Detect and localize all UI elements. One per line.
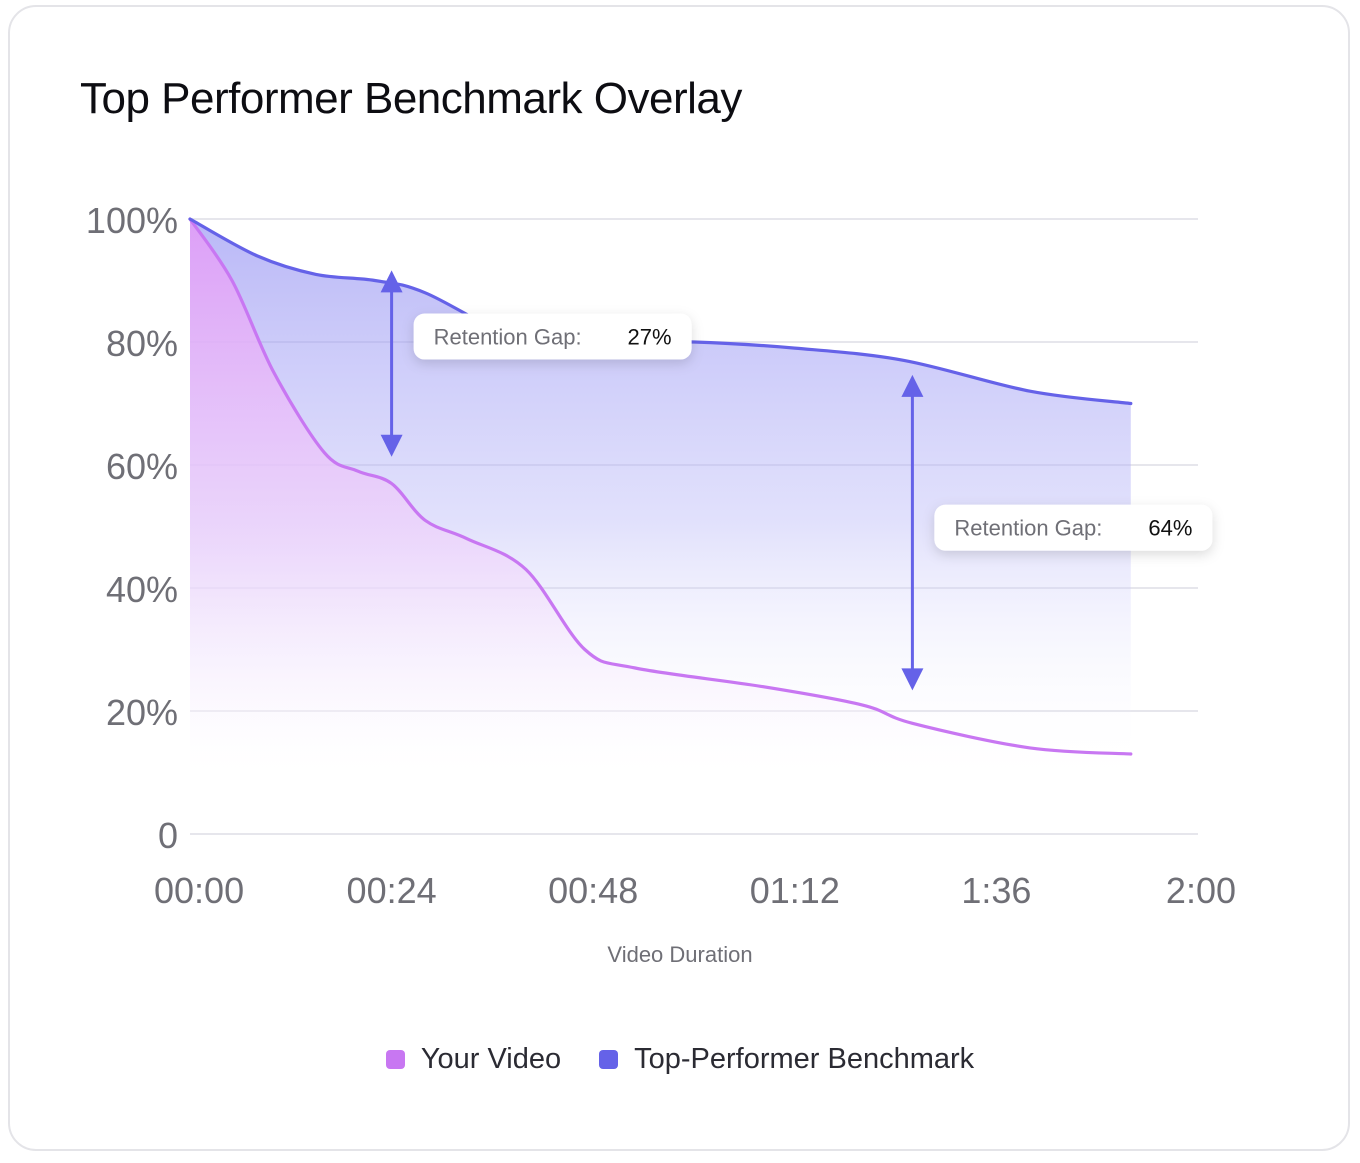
callout-box [934, 504, 1213, 551]
callout-label: Retention Gap: [434, 325, 582, 350]
callout-value: 27% [628, 325, 672, 350]
chart-title: Top Performer Benchmark Overlay [80, 74, 742, 123]
arrow-down-icon [380, 434, 403, 457]
arrow-down-icon [901, 668, 924, 691]
y-tick-label: 0 [158, 815, 178, 856]
callout-value: 64% [1148, 516, 1192, 541]
retention-gap-callout: Retention Gap: 64% [934, 504, 1213, 551]
y-tick-label: 40% [106, 569, 178, 610]
x-tick-label: 2:00 [1166, 870, 1236, 911]
legend: Your Video Top-Performer Benchmark [0, 1043, 1360, 1076]
x-tick-label: 00:48 [548, 870, 638, 911]
x-tick-label: 01:12 [750, 870, 840, 911]
x-tick-label: 00:00 [154, 870, 244, 911]
y-tick-label: 80% [106, 323, 178, 364]
y-tick-label: 100% [86, 200, 178, 241]
x-axis-label: Video Duration [607, 942, 752, 967]
legend-swatch-icon [599, 1050, 619, 1069]
area-your-video [190, 219, 1131, 773]
legend-swatch-icon [385, 1050, 405, 1069]
callout-box [413, 313, 692, 360]
legend-item-your-video[interactable]: Your Video [385, 1043, 562, 1076]
legend-item-benchmark[interactable]: Top-Performer Benchmark [599, 1043, 974, 1076]
y-tick-label: 20% [106, 692, 178, 733]
legend-label: Your Video [420, 1043, 562, 1075]
retention-gap-callout: Retention Gap: 27% [413, 313, 692, 360]
x-tick-label: 1:36 [961, 870, 1031, 911]
y-tick-label: 60% [106, 446, 178, 487]
x-tick-label: 00:24 [347, 870, 437, 911]
callout-label: Retention Gap: [954, 516, 1102, 541]
arrow-up-icon [380, 270, 403, 293]
arrow-up-icon [901, 374, 924, 397]
line-your-video[interactable] [188, 217, 1133, 756]
legend-label: Top-Performer Benchmark [634, 1043, 975, 1075]
